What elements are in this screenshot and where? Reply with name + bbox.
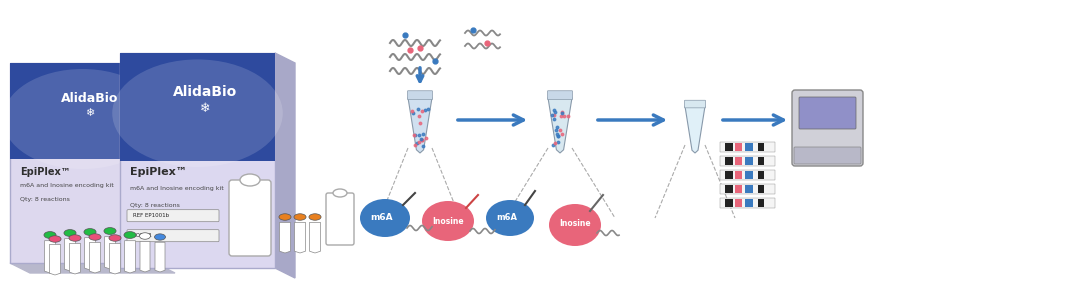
Bar xyxy=(725,199,733,207)
Polygon shape xyxy=(105,237,116,269)
Ellipse shape xyxy=(294,214,306,220)
Bar xyxy=(735,185,742,193)
FancyBboxPatch shape xyxy=(720,156,775,166)
Bar xyxy=(725,157,733,165)
Text: EpiPlex™: EpiPlex™ xyxy=(21,167,70,177)
FancyBboxPatch shape xyxy=(795,147,860,164)
Ellipse shape xyxy=(84,229,96,235)
Polygon shape xyxy=(294,222,306,253)
Ellipse shape xyxy=(240,174,261,186)
Ellipse shape xyxy=(44,231,56,238)
Ellipse shape xyxy=(333,189,347,197)
FancyBboxPatch shape xyxy=(120,53,275,160)
Text: Inosine: Inosine xyxy=(432,216,464,226)
Text: AlidaBio: AlidaBio xyxy=(173,85,238,99)
Bar xyxy=(735,171,742,179)
Bar xyxy=(745,143,753,151)
Bar xyxy=(735,143,742,151)
Text: m6A: m6A xyxy=(371,213,393,222)
Bar xyxy=(758,171,763,179)
Polygon shape xyxy=(141,241,150,272)
Bar xyxy=(758,185,763,193)
FancyBboxPatch shape xyxy=(720,198,775,208)
FancyBboxPatch shape xyxy=(120,53,275,268)
Ellipse shape xyxy=(104,228,116,234)
Ellipse shape xyxy=(309,214,321,220)
FancyBboxPatch shape xyxy=(126,210,219,222)
Bar xyxy=(735,157,742,165)
Polygon shape xyxy=(90,243,101,273)
Polygon shape xyxy=(685,106,705,153)
Polygon shape xyxy=(124,241,135,273)
Bar xyxy=(725,143,733,151)
Bar xyxy=(745,157,753,165)
Text: Inosine: Inosine xyxy=(559,218,591,228)
Polygon shape xyxy=(10,263,175,273)
Polygon shape xyxy=(50,245,61,275)
FancyBboxPatch shape xyxy=(792,90,863,166)
Text: AlidaBio: AlidaBio xyxy=(61,93,119,106)
Ellipse shape xyxy=(112,59,283,167)
Bar xyxy=(725,185,733,193)
Ellipse shape xyxy=(69,235,81,241)
Polygon shape xyxy=(69,243,80,274)
Text: m6A and Inosine encoding kit: m6A and Inosine encoding kit xyxy=(21,183,114,188)
Ellipse shape xyxy=(3,69,162,169)
Ellipse shape xyxy=(279,214,291,220)
Text: Qty: 8 reactions: Qty: 8 reactions xyxy=(130,203,179,209)
FancyBboxPatch shape xyxy=(126,230,219,242)
Polygon shape xyxy=(84,238,95,270)
Polygon shape xyxy=(275,53,295,278)
Ellipse shape xyxy=(109,235,121,241)
FancyBboxPatch shape xyxy=(326,193,353,245)
FancyBboxPatch shape xyxy=(408,91,432,100)
Ellipse shape xyxy=(486,200,534,236)
Text: Qty: 8 reactions: Qty: 8 reactions xyxy=(21,197,70,202)
Bar xyxy=(745,185,753,193)
Bar xyxy=(745,171,753,179)
Text: EpiPlex™: EpiPlex™ xyxy=(130,167,187,177)
Text: LOT E1: LOT E1 xyxy=(133,233,151,238)
Polygon shape xyxy=(548,98,572,153)
Bar xyxy=(745,199,753,207)
Text: REF EP1001b: REF EP1001b xyxy=(133,213,169,218)
FancyBboxPatch shape xyxy=(799,97,856,129)
Polygon shape xyxy=(155,242,165,272)
Text: m6A and Inosine encoding kit: m6A and Inosine encoding kit xyxy=(130,186,224,191)
Bar xyxy=(725,171,733,179)
FancyBboxPatch shape xyxy=(547,91,573,100)
FancyBboxPatch shape xyxy=(229,180,271,256)
Ellipse shape xyxy=(155,234,165,240)
Ellipse shape xyxy=(139,233,150,239)
FancyBboxPatch shape xyxy=(720,170,775,180)
Text: ❄: ❄ xyxy=(85,108,94,118)
Polygon shape xyxy=(109,243,120,274)
Bar xyxy=(735,199,742,207)
Polygon shape xyxy=(280,222,291,253)
Ellipse shape xyxy=(49,236,61,242)
Polygon shape xyxy=(408,98,432,153)
Bar xyxy=(758,199,763,207)
FancyBboxPatch shape xyxy=(720,184,775,194)
Polygon shape xyxy=(65,239,76,271)
FancyBboxPatch shape xyxy=(684,100,706,108)
Text: m6A: m6A xyxy=(496,213,518,222)
Ellipse shape xyxy=(549,204,601,246)
Ellipse shape xyxy=(360,199,410,237)
Polygon shape xyxy=(44,241,55,273)
FancyBboxPatch shape xyxy=(720,142,775,152)
FancyBboxPatch shape xyxy=(10,63,155,159)
Ellipse shape xyxy=(124,231,136,238)
Ellipse shape xyxy=(64,230,76,236)
FancyBboxPatch shape xyxy=(10,63,155,263)
Bar xyxy=(758,157,763,165)
Ellipse shape xyxy=(89,234,101,240)
Bar xyxy=(758,143,763,151)
Polygon shape xyxy=(309,222,320,253)
Ellipse shape xyxy=(422,201,473,241)
Text: ❄: ❄ xyxy=(200,102,211,115)
